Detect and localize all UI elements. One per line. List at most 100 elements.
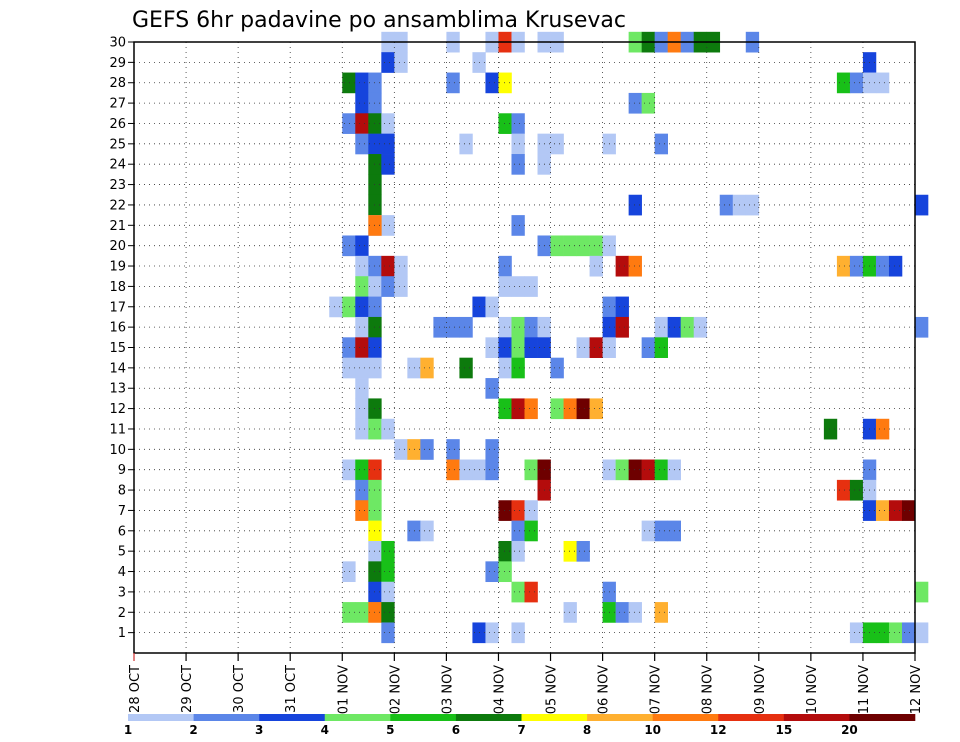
- y-tick-label: 10: [109, 443, 126, 458]
- precip-cell: [915, 622, 929, 644]
- colorbar-swatch: [849, 714, 916, 721]
- precip-cell: [901, 500, 916, 521]
- precip-cell: [901, 622, 916, 644]
- precip-cell: [628, 92, 642, 114]
- precip-cell: [511, 500, 525, 521]
- precip-cell: [888, 255, 903, 277]
- precip-cell: [693, 316, 708, 338]
- precip-cell: [355, 602, 369, 623]
- precip-cell: [511, 398, 525, 420]
- precip-cell: [563, 602, 577, 623]
- colorbar-swatch: [193, 714, 260, 721]
- precip-cell: [576, 337, 590, 358]
- colorbar-swatch: [390, 714, 457, 721]
- precip-cell: [888, 500, 903, 521]
- x-tick-label: 09 NOV: [753, 665, 768, 714]
- x-tick-label: 05 NOV: [545, 665, 560, 714]
- precip-cell: [511, 520, 525, 542]
- precip-cell: [485, 561, 499, 583]
- precip-cell: [355, 92, 369, 114]
- precip-cell: [355, 378, 369, 399]
- y-tick-label: 11: [109, 422, 126, 437]
- precip-cell: [836, 72, 851, 94]
- precip-cell: [915, 316, 929, 338]
- precip-cell: [381, 276, 395, 297]
- precip-cell: [524, 337, 538, 358]
- precip-cell: [563, 540, 577, 562]
- colorbar-swatch: [455, 714, 522, 721]
- precip-cell: [498, 316, 512, 338]
- x-tick-label: 06 NOV: [597, 665, 612, 714]
- precip-cell: [511, 337, 525, 358]
- y-tick-label: 2: [118, 606, 126, 621]
- precip-cell: [342, 459, 356, 481]
- y-tick-label: 22: [109, 198, 126, 213]
- precip-cell: [342, 561, 356, 583]
- precip-cell: [329, 296, 343, 318]
- precip-cell: [511, 357, 525, 379]
- precip-cell: [524, 459, 538, 481]
- precip-cell: [849, 72, 864, 94]
- precip-cell: [355, 316, 369, 338]
- precip-cell: [511, 276, 525, 297]
- y-tick-label: 1: [118, 626, 126, 641]
- y-tick-label: 21: [109, 219, 126, 234]
- precip-cell: [498, 72, 512, 94]
- y-tick-label: 7: [118, 504, 126, 519]
- precip-cell: [342, 357, 356, 379]
- grid-lines: [134, 42, 915, 653]
- precip-cell: [615, 602, 629, 623]
- y-tick-label: 26: [109, 117, 126, 132]
- precip-cell: [498, 337, 512, 358]
- y-tick-label: 4: [118, 565, 126, 580]
- precip-cell: [615, 459, 629, 481]
- precip-cell: [615, 255, 629, 277]
- precip-cell: [875, 622, 890, 644]
- chart-title: GEFS 6hr padavine po ansamblima Krusevac: [132, 8, 626, 33]
- y-tick-label: 6: [118, 524, 126, 539]
- precip-cell: [355, 255, 369, 277]
- precip-cell: [498, 500, 512, 521]
- precip-cell: [446, 316, 460, 338]
- precip-cell: [498, 255, 512, 277]
- precip-cell: [342, 337, 356, 358]
- precip-cell: [550, 357, 564, 379]
- precip-cell: [498, 357, 512, 379]
- y-tick-label: 18: [109, 280, 126, 295]
- precip-cell: [355, 500, 369, 521]
- precip-cell: [888, 622, 903, 644]
- x-tick-label: 30 OCT: [232, 665, 247, 713]
- y-tick-label: 27: [109, 97, 126, 112]
- colorbar-swatch: [652, 714, 719, 721]
- y-tick-label: 5: [118, 545, 126, 560]
- precip-cell: [342, 113, 356, 134]
- precip-cell: [589, 255, 603, 277]
- precip-cell: [628, 459, 642, 481]
- precip-cell: [446, 459, 460, 481]
- y-tick-label: 8: [118, 484, 126, 499]
- colorbar-legend: 1 2 3 4 5 6 7 8 10 12 15 20: [124, 714, 916, 737]
- precip-cell: [915, 581, 929, 603]
- precip-cell: [433, 316, 447, 338]
- colorbar-swatch: [128, 714, 194, 721]
- precip-cell: [524, 581, 538, 603]
- precip-cell: [355, 479, 369, 501]
- precip-cell: [355, 357, 369, 379]
- y-tick-label: 19: [109, 260, 126, 275]
- y-tick-label: 17: [109, 300, 126, 315]
- y-tick-label: 20: [109, 239, 126, 254]
- precip-cell: [394, 439, 408, 460]
- colorbar-label: 1: [124, 723, 132, 737]
- colorbar-label: 7: [517, 723, 525, 737]
- precip-cell: [915, 194, 929, 216]
- precip-cell: [511, 154, 525, 175]
- precip-cell: [849, 479, 864, 501]
- precip-cell: [498, 540, 512, 562]
- precip-cell: [459, 316, 473, 338]
- precip-cell: [485, 72, 499, 94]
- precip-cell: [381, 561, 395, 583]
- colorbar-label: 6: [452, 723, 460, 737]
- colorbar-label: 12: [710, 723, 727, 737]
- precip-cell: [875, 255, 890, 277]
- precip-cell: [355, 113, 369, 134]
